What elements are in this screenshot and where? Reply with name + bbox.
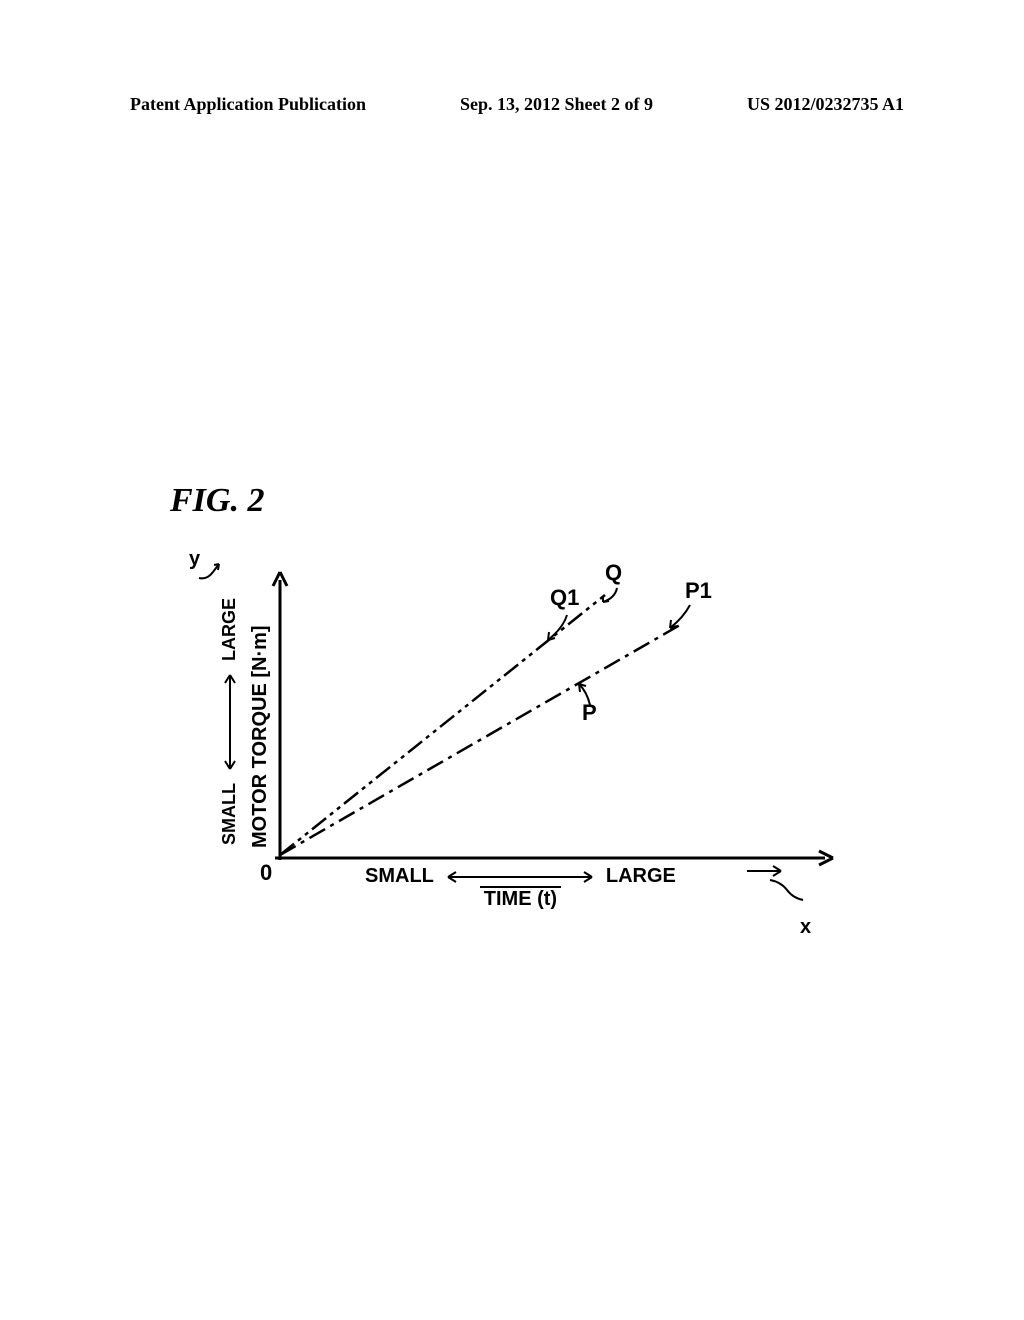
q-label: Q (605, 560, 622, 586)
line-q (280, 595, 605, 855)
q1-hook-arrow-icon (548, 615, 567, 640)
x-axis-letter: x (800, 916, 811, 939)
line-p (280, 625, 680, 855)
x-axis-labels: SMALL LARGE TIME (t) (365, 865, 676, 911)
x-axis-label: TIME (t) (480, 886, 561, 911)
q1-label: Q1 (550, 585, 579, 611)
chart: y SMALL LARGE MOTOR TORQUE [N·m] 0 Q Q (205, 570, 845, 930)
figure-title: FIG. 2 (170, 482, 264, 520)
header-right: US 2012/0232735 A1 (747, 94, 904, 115)
x-axis-small-label: SMALL (365, 865, 434, 888)
p1-label: P1 (685, 578, 712, 604)
p1-hook-arrow-icon (670, 605, 690, 628)
x-axis-trailing-arrow (745, 862, 789, 886)
q-hook-arrow-icon (603, 588, 617, 602)
p-label: P (582, 700, 597, 726)
x-trailing-arrow-icon (745, 862, 789, 880)
header-center: Sep. 13, 2012 Sheet 2 of 9 (460, 94, 653, 115)
header-left: Patent Application Publication (130, 94, 366, 115)
x-axis-double-arrow-icon (440, 868, 600, 886)
x-axis-large-label: LARGE (606, 865, 676, 888)
page-header: Patent Application Publication Sep. 13, … (0, 94, 1024, 115)
origin-label: 0 (260, 860, 272, 886)
